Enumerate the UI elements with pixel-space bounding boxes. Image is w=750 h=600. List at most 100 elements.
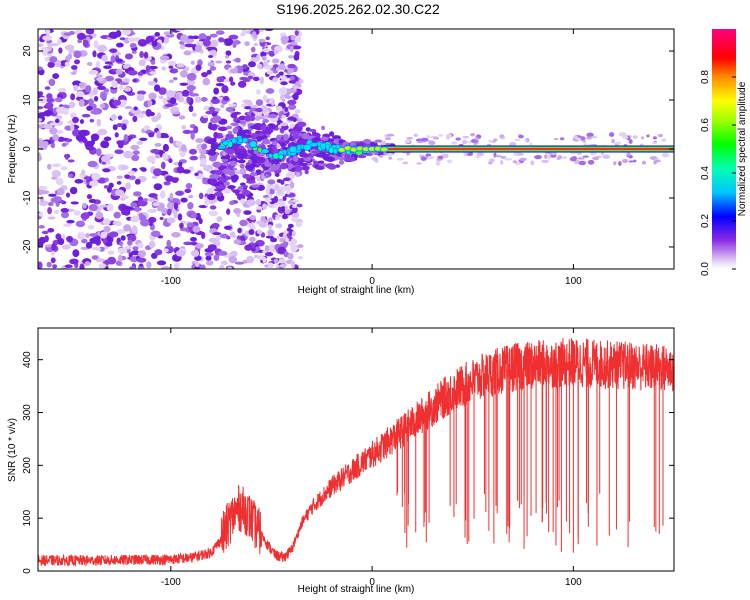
spectrogram-noise-blob [105, 241, 113, 247]
spectrogram-noise-blob [140, 167, 147, 172]
spectrogram-noise-blob [97, 44, 108, 53]
spectrogram-marks [38, 29, 674, 269]
spectrogram-noise-blob [205, 110, 214, 115]
spectrogram-signal-blob [426, 135, 431, 139]
spectrogram-signal-blob [641, 160, 646, 165]
spectrogram-noise-blob [69, 112, 77, 119]
spectrogram-signal-blob [212, 115, 222, 122]
spectrogram-signal-blob [239, 120, 247, 125]
spectrogram-noise-blob [102, 168, 111, 173]
spectrogram-signal-blob [514, 138, 521, 142]
spectrogram-noise-blob [134, 178, 141, 185]
spectrogram-noise-blob [128, 70, 138, 76]
spectrogram-signal-blob [237, 145, 245, 150]
spectrogram-noise-blob [280, 206, 287, 212]
spectrogram-noise-blob [228, 76, 234, 83]
spectrogram-noise-blob [38, 91, 44, 96]
spectrogram-signal-blob [293, 165, 303, 172]
spectrogram-noise-blob [104, 177, 109, 182]
spectrogram-signal-blob [225, 106, 234, 112]
spectrogram-noise-blob [291, 204, 298, 208]
spectrogram-noise-blob [266, 183, 274, 189]
spectrogram-signal-blob [576, 157, 585, 160]
spectrogram-noise-blob [85, 176, 91, 185]
spectrogram-noise-blob [180, 144, 187, 152]
spectrogram-noise-blob [268, 50, 276, 57]
colorbar-tick-label: 0.2 [700, 214, 711, 228]
spectrogram-noise-blob [244, 106, 252, 110]
snr-series-line [38, 338, 674, 568]
spectrogram-noise-blob [295, 171, 301, 177]
spectrogram-noise-blob [198, 33, 207, 41]
spectrogram-noise-blob [197, 59, 203, 66]
spectrogram-noise-blob [293, 53, 300, 61]
spectrogram-signal-blob [504, 158, 513, 161]
spectrogram-signal-blob [306, 162, 313, 166]
spectrogram-noise-blob [257, 230, 263, 235]
spectrogram-noise-blob [280, 122, 289, 127]
spectrogram-noise-blob [268, 188, 275, 195]
spectrogram-noise-blob [273, 195, 279, 203]
spectrogram-signal-blob [445, 133, 452, 138]
spectrogram-noise-blob [284, 95, 292, 100]
spectrogram-noise-blob [292, 84, 299, 90]
spectrogram-noise-blob [136, 140, 144, 145]
spectrogram-noise-blob [47, 61, 55, 68]
spectrogram-noise-blob [281, 114, 287, 119]
spectrogram-signal-blob [428, 140, 436, 145]
spectrogram-ytick-label: 20 [22, 45, 33, 57]
spectrogram-noise-blob [148, 216, 157, 223]
spectrogram-signal-blob [210, 143, 218, 150]
spectrogram-noise-blob [72, 249, 80, 258]
colorbar-tick-label: 0.6 [700, 118, 711, 132]
spectrogram-xlabel: Height of straight line (km) [298, 285, 415, 296]
spectrogram-noise-blob [85, 29, 95, 35]
spectrogram-noise-blob [264, 29, 274, 32]
spectrogram-noise-blob [168, 158, 173, 164]
spectrogram-noise-blob [187, 35, 194, 40]
spectrogram-noise-blob [64, 264, 73, 269]
spectrogram-noise-blob [48, 193, 57, 197]
spectrogram-noise-blob [64, 44, 75, 51]
spectrogram-signal-blob [541, 159, 549, 163]
spectrogram-signal-blob [622, 158, 628, 164]
spectrogram-noise-blob [195, 261, 200, 268]
spectrogram-signal-blob [231, 177, 238, 183]
spectrogram-noise-blob [287, 63, 296, 69]
spectrogram-noise-blob [88, 180, 99, 187]
spectrogram-signal-blob [652, 136, 657, 140]
spectrogram-ytick-label: -20 [22, 239, 33, 254]
spectrogram-noise-blob [248, 61, 256, 68]
spectrogram-noise-blob [278, 63, 286, 71]
spectrogram-noise-blob [265, 187, 270, 196]
spectrogram-noise-blob [132, 115, 138, 123]
spectrogram-noise-blob [298, 78, 304, 84]
spectrogram-noise-blob [205, 260, 214, 266]
spectrogram-noise-blob [190, 132, 195, 140]
spectrogram-noise-blob [110, 114, 117, 121]
spectrogram-signal-blob [420, 156, 427, 161]
carrier-bead [379, 146, 389, 153]
spectrogram-noise-blob [242, 99, 252, 104]
spectrogram-noise-blob [164, 103, 174, 108]
spectrogram-signal-blob [556, 157, 561, 160]
spectrogram-signal-blob [628, 160, 634, 163]
spectrogram-noise-blob [169, 136, 174, 144]
spectrogram-noise-blob [131, 154, 140, 162]
snr-panel: -100 0 100 0 100 200 300 400 Height of straight… [7, 327, 675, 595]
spectrogram-noise-blob [100, 155, 111, 163]
spectrogram-noise-blob [181, 89, 190, 97]
spectrogram-signal-blob [303, 156, 312, 162]
spectrogram-noise-blob [173, 76, 178, 81]
spectrogram-noise-blob [127, 170, 136, 175]
spectrogram-signal-blob [386, 152, 394, 157]
spectrogram-noise-blob [51, 163, 62, 168]
spectrogram-noise-blob [161, 66, 167, 71]
spectrogram-signal-blob [500, 156, 507, 159]
spectrogram-noise-blob [132, 150, 140, 155]
spectrogram-noise-blob [175, 29, 186, 32]
spectrogram-signal-blob [227, 130, 233, 135]
spectrogram-noise-blob [58, 47, 63, 54]
spectrogram-noise-blob [289, 75, 295, 81]
spectrogram-noise-blob [98, 263, 107, 269]
